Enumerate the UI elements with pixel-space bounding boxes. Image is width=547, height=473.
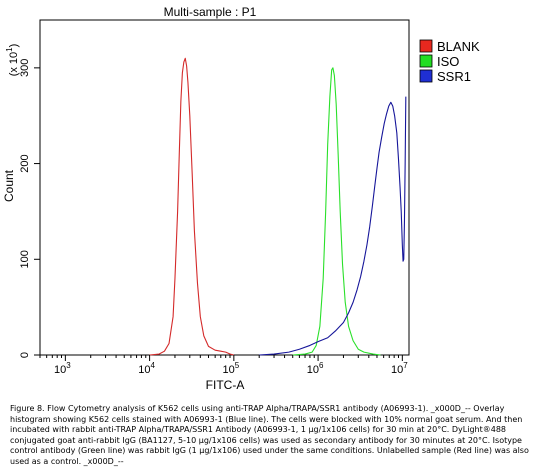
y-multiplier-suffix: ) xyxy=(8,44,20,48)
y-axis: 0 100 200 300 xyxy=(19,59,40,358)
y-tick-label: 300 xyxy=(19,59,31,77)
series-line-ssr1 xyxy=(259,96,407,356)
svg-text:(x 101): (x 101) xyxy=(5,44,20,77)
x-axis: 103 104 105 106 107 xyxy=(39,355,408,376)
legend-label-iso: ISO xyxy=(437,54,459,69)
series-layer xyxy=(149,57,407,356)
x-tick-label: 107 xyxy=(391,361,408,376)
figure-caption: Figure 8. Flow Cytometry analysis of K56… xyxy=(10,404,529,466)
x-axis-label: FITC-A xyxy=(206,378,245,392)
legend-label-blank: BLANK xyxy=(437,39,480,54)
legend-swatch-blank xyxy=(419,39,433,53)
x-tick-label: 105 xyxy=(222,361,239,376)
y-tick-label: 0 xyxy=(19,352,31,358)
x-tick-label: 106 xyxy=(307,361,324,376)
plot-frame xyxy=(39,19,410,356)
legend-label-ssr1: SSR1 xyxy=(437,69,471,84)
y-multiplier-exponent: 1 xyxy=(5,47,14,52)
legend-swatch-ssr1 xyxy=(419,69,433,83)
y-multiplier-prefix: (x 10 xyxy=(8,52,20,76)
y-tick-label: 200 xyxy=(19,154,31,172)
x-tick-label: 103 xyxy=(54,361,71,376)
series-line-iso xyxy=(292,67,381,356)
y-axis-label: Count xyxy=(2,169,16,202)
flow-cytometry-histogram: Multi-sample : P1 (x 101) Count FITC-A 0… xyxy=(2,5,480,392)
chart-title: Multi-sample : P1 xyxy=(164,5,257,19)
y-multiplier: (x 101) xyxy=(5,44,20,77)
legend-swatch-iso xyxy=(419,54,433,68)
y-tick-label: 100 xyxy=(19,250,31,268)
x-tick-label: 104 xyxy=(138,361,155,376)
series-line-blank xyxy=(149,57,234,356)
